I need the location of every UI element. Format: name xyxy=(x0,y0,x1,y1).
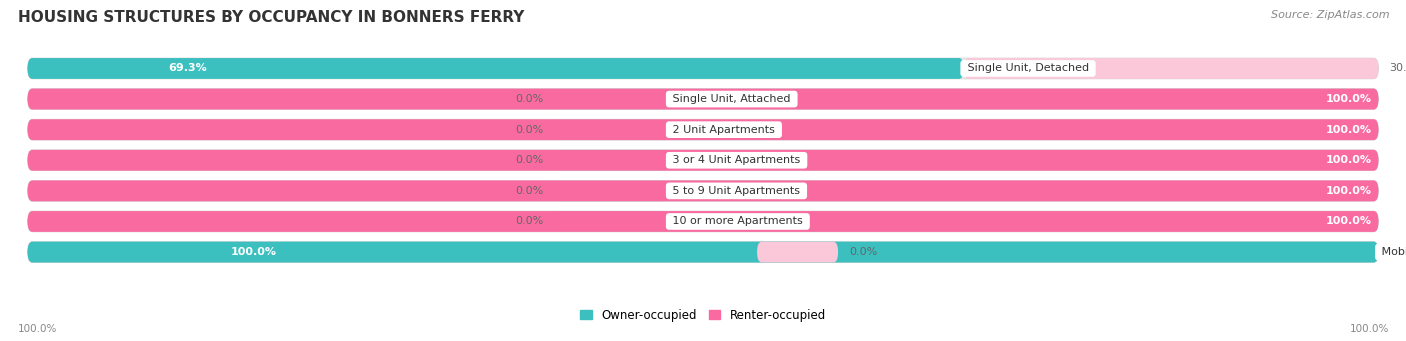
Text: 30.7%: 30.7% xyxy=(1389,63,1406,73)
Text: 0.0%: 0.0% xyxy=(516,94,544,104)
Text: 0.0%: 0.0% xyxy=(849,247,877,257)
Text: 100.0%: 100.0% xyxy=(231,247,276,257)
Text: 0.0%: 0.0% xyxy=(516,186,544,196)
Text: Source: ZipAtlas.com: Source: ZipAtlas.com xyxy=(1271,10,1389,20)
FancyBboxPatch shape xyxy=(554,150,669,171)
Text: 3 or 4 Unit Apartments: 3 or 4 Unit Apartments xyxy=(669,155,804,165)
Text: 69.3%: 69.3% xyxy=(167,63,207,73)
Text: 0.0%: 0.0% xyxy=(516,155,544,165)
FancyBboxPatch shape xyxy=(28,180,1378,201)
FancyBboxPatch shape xyxy=(28,119,1378,140)
FancyBboxPatch shape xyxy=(28,58,1378,79)
FancyBboxPatch shape xyxy=(28,242,1378,263)
Text: 100.0%: 100.0% xyxy=(18,324,58,334)
FancyBboxPatch shape xyxy=(28,119,1378,140)
Text: Mobile Home / Other: Mobile Home / Other xyxy=(1378,247,1406,257)
FancyBboxPatch shape xyxy=(28,89,1378,109)
FancyBboxPatch shape xyxy=(554,89,669,109)
Text: 100.0%: 100.0% xyxy=(1326,217,1372,226)
Text: 5 to 9 Unit Apartments: 5 to 9 Unit Apartments xyxy=(669,186,804,196)
Text: 100.0%: 100.0% xyxy=(1350,324,1389,334)
FancyBboxPatch shape xyxy=(28,150,1378,171)
Text: 2 Unit Apartments: 2 Unit Apartments xyxy=(669,125,779,135)
FancyBboxPatch shape xyxy=(28,150,1378,171)
FancyBboxPatch shape xyxy=(554,211,669,232)
Text: 100.0%: 100.0% xyxy=(1326,94,1372,104)
Text: 100.0%: 100.0% xyxy=(1326,186,1372,196)
FancyBboxPatch shape xyxy=(28,211,1378,232)
FancyBboxPatch shape xyxy=(554,119,669,140)
FancyBboxPatch shape xyxy=(756,242,838,263)
FancyBboxPatch shape xyxy=(28,211,1378,232)
Text: 100.0%: 100.0% xyxy=(1326,155,1372,165)
FancyBboxPatch shape xyxy=(28,242,1378,263)
Text: Single Unit, Detached: Single Unit, Detached xyxy=(963,63,1092,73)
FancyBboxPatch shape xyxy=(28,58,963,79)
FancyBboxPatch shape xyxy=(28,180,1378,201)
Text: HOUSING STRUCTURES BY OCCUPANCY IN BONNERS FERRY: HOUSING STRUCTURES BY OCCUPANCY IN BONNE… xyxy=(18,10,524,25)
Text: 10 or more Apartments: 10 or more Apartments xyxy=(669,217,807,226)
Text: 0.0%: 0.0% xyxy=(516,217,544,226)
Text: 100.0%: 100.0% xyxy=(1326,125,1372,135)
FancyBboxPatch shape xyxy=(963,58,1378,79)
Text: 0.0%: 0.0% xyxy=(516,125,544,135)
Legend: Owner-occupied, Renter-occupied: Owner-occupied, Renter-occupied xyxy=(575,304,831,326)
FancyBboxPatch shape xyxy=(554,180,669,201)
FancyBboxPatch shape xyxy=(28,89,1378,109)
Text: Single Unit, Attached: Single Unit, Attached xyxy=(669,94,794,104)
